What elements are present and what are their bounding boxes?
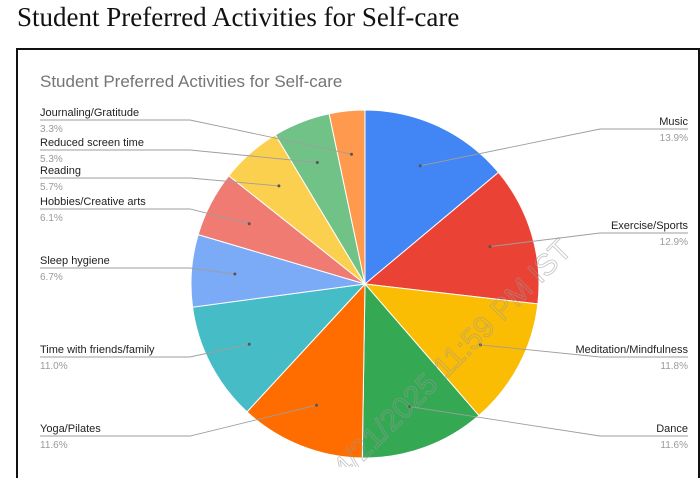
chart-frame xyxy=(16,48,700,478)
pie-slice-journaling-gratitude[interactable] xyxy=(328,109,366,285)
leader-dot xyxy=(233,272,237,276)
slice-label: Reading xyxy=(40,165,81,177)
leader-dot xyxy=(478,343,482,347)
slice-percent: 3.3% xyxy=(40,124,63,135)
leader-dot xyxy=(488,245,492,249)
slice-label: Exercise/Sports xyxy=(611,220,689,232)
leader-dot xyxy=(350,152,353,156)
pie-slice-time-with-friends-family[interactable] xyxy=(191,283,367,413)
leader-dot xyxy=(315,161,319,164)
slice-label: Music xyxy=(659,116,688,128)
slice-percent: 6.7% xyxy=(40,272,63,283)
slice-percent: 12.9% xyxy=(660,237,688,248)
slice-percent: 11.0% xyxy=(40,361,68,372)
page-title: Student Preferred Activities for Self-ca… xyxy=(17,2,460,32)
slice-percent: 6.1% xyxy=(40,213,63,224)
leader-dot xyxy=(315,403,318,407)
leader-line xyxy=(420,128,688,167)
slice-percent: 5.3% xyxy=(40,154,63,165)
slice-label: Hobbies/Creative arts xyxy=(40,196,146,208)
leader-line xyxy=(409,406,688,437)
slice-label: Meditation/Mindfulness xyxy=(575,344,688,356)
leader-line xyxy=(40,343,250,358)
slice-label: Dance xyxy=(656,423,688,435)
pie-slice-exercise-sports[interactable] xyxy=(363,171,540,305)
slice-percent: 13.9% xyxy=(660,133,688,144)
leader-dot xyxy=(408,405,412,409)
leader-line xyxy=(489,232,688,248)
leader-line xyxy=(40,404,317,437)
leader-line xyxy=(40,119,352,155)
pie-chart: Student Preferred Activities for Self-ca… xyxy=(40,72,689,467)
leader-line xyxy=(40,267,235,275)
pie-slice-music[interactable] xyxy=(364,109,500,286)
slice-percent: 11.6% xyxy=(660,440,688,451)
leader-line xyxy=(40,149,318,163)
pie-slice-dance[interactable] xyxy=(361,282,480,459)
leader-line xyxy=(40,208,250,225)
slice-label: Time with friends/family xyxy=(40,344,155,356)
pie-slice-meditation-mindfulness[interactable] xyxy=(363,283,539,417)
leader-line xyxy=(40,177,279,187)
slice-percent: 5.7% xyxy=(40,182,63,193)
leader-dot xyxy=(277,184,281,188)
slice-percent: 11.6% xyxy=(40,440,68,451)
slice-label: Sleep hygiene xyxy=(40,255,110,267)
leader-dot xyxy=(418,164,422,168)
leader-line xyxy=(480,344,688,358)
slice-label: Yoga/Pilates xyxy=(40,423,101,435)
leader-dot xyxy=(247,342,251,346)
slice-percent: 11.8% xyxy=(660,361,688,372)
chart-title: Student Preferred Activities for Self-ca… xyxy=(40,72,342,91)
slice-label: Reduced screen time xyxy=(40,137,144,149)
leader-dot xyxy=(247,222,251,226)
slice-label: Journaling/Gratitude xyxy=(40,107,139,119)
